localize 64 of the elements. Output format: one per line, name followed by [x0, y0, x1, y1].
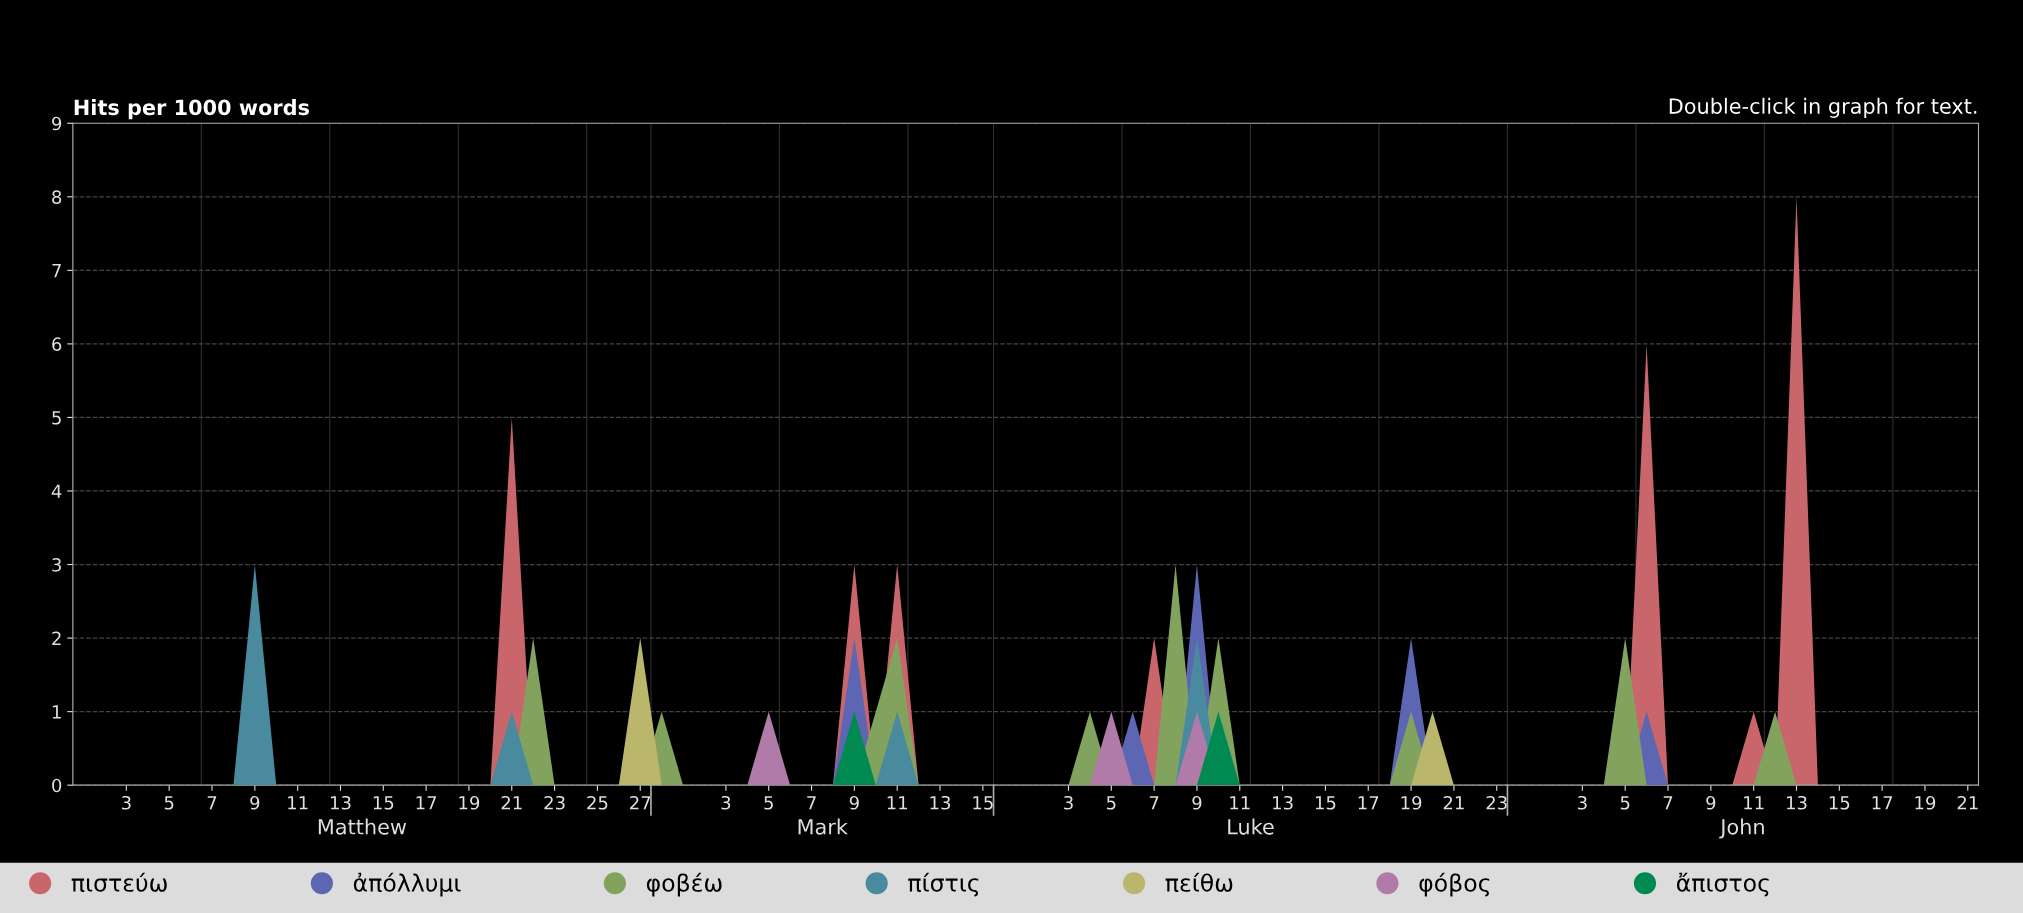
text: Matthew	[318, 818, 407, 835]
x-tick-label: 5	[1106, 796, 1116, 810]
x-tick-label: 3	[1578, 795, 1587, 810]
legend-label: πίστις	[908, 872, 979, 897]
x-tick-label: 17	[1872, 796, 1893, 810]
x-tick-label: 11	[1230, 796, 1250, 810]
x-tick-label: 19	[459, 795, 480, 810]
x-tick-label: 13	[930, 795, 951, 810]
x-tick-label: 7	[207, 796, 217, 810]
x-tick-label: 5	[1620, 796, 1630, 810]
text: Double-click in graph for text.	[1669, 97, 1977, 118]
x-tick-label: 19	[1401, 795, 1422, 810]
x-tick-label: 3	[721, 795, 731, 810]
x-tick-label: 21	[501, 795, 522, 810]
x-tick-label: 15	[373, 796, 394, 810]
x-tick-label: 7	[1149, 796, 1159, 810]
y-tick-label: 8	[52, 190, 62, 204]
legend-label: ἄπιστος	[1676, 872, 1769, 897]
legend-label: φοβέω	[646, 872, 722, 897]
x-tick-label: 5	[764, 796, 773, 810]
x-tick-label: 27	[630, 795, 651, 810]
x-tick-label: 5	[164, 796, 174, 810]
x-tick-label: 7	[807, 796, 816, 810]
x-tick-label: 11	[288, 796, 308, 810]
legend-label: ἀπόλλυμι	[353, 872, 461, 897]
x-tick-label: 13	[1273, 795, 1293, 810]
x-tick-label: 25	[587, 795, 608, 810]
x-tick-label: 19	[1915, 795, 1936, 810]
x-tick-label: 15	[973, 796, 993, 810]
chart-title: Hits per 1000 words	[74, 99, 309, 120]
x-tick-label: 21	[1957, 795, 1978, 810]
x-tick-label: 23	[1486, 795, 1507, 810]
x-tick-label: 15	[1829, 796, 1850, 810]
x-tick-label: 15	[1315, 796, 1336, 810]
y-tick-label: 9	[52, 116, 62, 131]
x-tick-label: 9	[250, 795, 260, 810]
y-tick-label: 0	[52, 778, 62, 793]
x-tick-label: 17	[416, 796, 437, 810]
x-tick-label: 3	[121, 795, 131, 810]
legend-label: πιστεύω	[71, 872, 167, 892]
x-tick-label: 9	[1192, 795, 1202, 810]
x-tick-label: 13	[1786, 795, 1807, 810]
y-tick-label: 7	[52, 264, 61, 278]
x-tick-label: 11	[887, 796, 908, 810]
text: John	[1719, 818, 1764, 839]
x-tick-label: 17	[1358, 796, 1379, 810]
y-tick-label: 5	[52, 411, 61, 425]
y-tick-label: 2	[52, 631, 61, 645]
y-tick-label: 4	[51, 484, 62, 498]
y-tick-label: 1	[52, 705, 61, 719]
legend-label: πείθω	[1165, 872, 1233, 892]
legend-label: φόβος	[1419, 872, 1490, 897]
x-tick-label: 3	[1064, 795, 1073, 810]
x-tick-label: 13	[330, 795, 351, 810]
text: Luke	[1228, 818, 1274, 835]
x-tick-label: 21	[1443, 795, 1464, 810]
y-tick-label: 6	[52, 337, 62, 352]
x-tick-label: 9	[1706, 795, 1716, 810]
x-tick-label: 11	[1744, 796, 1764, 810]
x-tick-label: 23	[544, 795, 565, 810]
y-tick-label: 3	[52, 558, 61, 572]
x-tick-label: 7	[1663, 796, 1673, 810]
x-tick-label: 9	[849, 795, 859, 810]
text: Mark	[798, 818, 848, 835]
